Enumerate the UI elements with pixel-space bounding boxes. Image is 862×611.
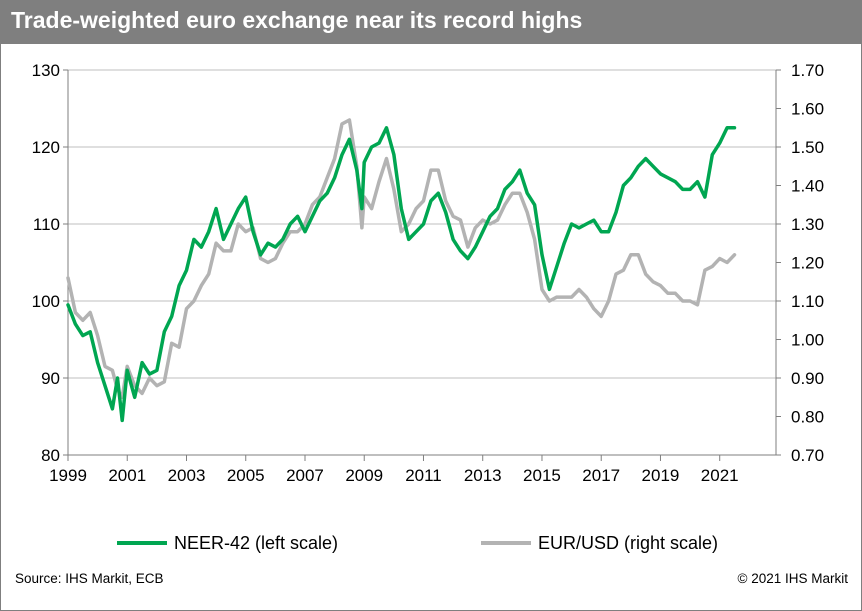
series-lines <box>66 118 737 423</box>
y-right-tick-label: 1.10 <box>791 292 824 311</box>
x-tick-label: 2015 <box>523 466 561 485</box>
y-left-tick-label: 110 <box>33 215 60 234</box>
x-tick-label: 2011 <box>405 466 442 485</box>
series-line-eurusd <box>66 118 737 400</box>
legend-neer-label: NEER-42 (left scale) <box>174 533 338 553</box>
title-bar: Trade-weighted euro exchange near its re… <box>1 1 861 44</box>
y-left-tick-label: 130 <box>32 61 60 80</box>
y-left-tick-label: 90 <box>41 369 60 388</box>
y-right-tick-label: 1.50 <box>791 138 824 157</box>
x-tick-label: 2019 <box>642 466 680 485</box>
y-right-tick-label: 1.00 <box>791 331 824 350</box>
y-right-tick-label: 0.90 <box>791 369 824 388</box>
y-right-tick-label: 0.80 <box>791 408 824 427</box>
axes: 80 90 100 110 120 130 0.70 0.80 0.90 1.00 1.10 1.20… <box>32 61 824 485</box>
y-right-tick-label: 1.70 <box>791 61 824 80</box>
y-left-tick-label: 80 <box>41 446 60 465</box>
x-tick-label: 2017 <box>582 466 620 485</box>
x-tick-label: 2005 <box>227 466 265 485</box>
x-tick-label: 2013 <box>464 466 502 485</box>
y-right-tick-label: 1.40 <box>791 177 824 196</box>
legend-eurusd-label: EUR/USD (right scale) <box>538 533 718 553</box>
legend: NEER-42 (left scale) EUR/USD (right scal… <box>117 533 718 553</box>
copyright-note: © 2021 IHS Markit <box>737 571 849 586</box>
y-left-tick-label: 120 <box>32 138 60 157</box>
x-tick-label: 1999 <box>49 466 87 485</box>
y-right-tick-label: 1.20 <box>791 254 824 273</box>
y-left-tick-label: 100 <box>32 292 60 311</box>
chart-title: Trade-weighted euro exchange near its re… <box>11 7 583 33</box>
x-tick-label: 2021 <box>701 466 739 485</box>
x-tick-label: 2009 <box>345 466 383 485</box>
y-right-tick-label: 1.60 <box>791 100 824 119</box>
source-note: Source: IHS Markit, ECB <box>15 571 164 586</box>
y-right-tick-label: 1.30 <box>791 215 824 234</box>
x-tick-label: 2007 <box>286 466 324 485</box>
series-line-neer <box>66 126 737 423</box>
x-tick-label: 2003 <box>168 466 206 485</box>
y-right-tick-label: 0.70 <box>791 446 824 465</box>
x-tick-label: 2001 <box>108 466 146 485</box>
